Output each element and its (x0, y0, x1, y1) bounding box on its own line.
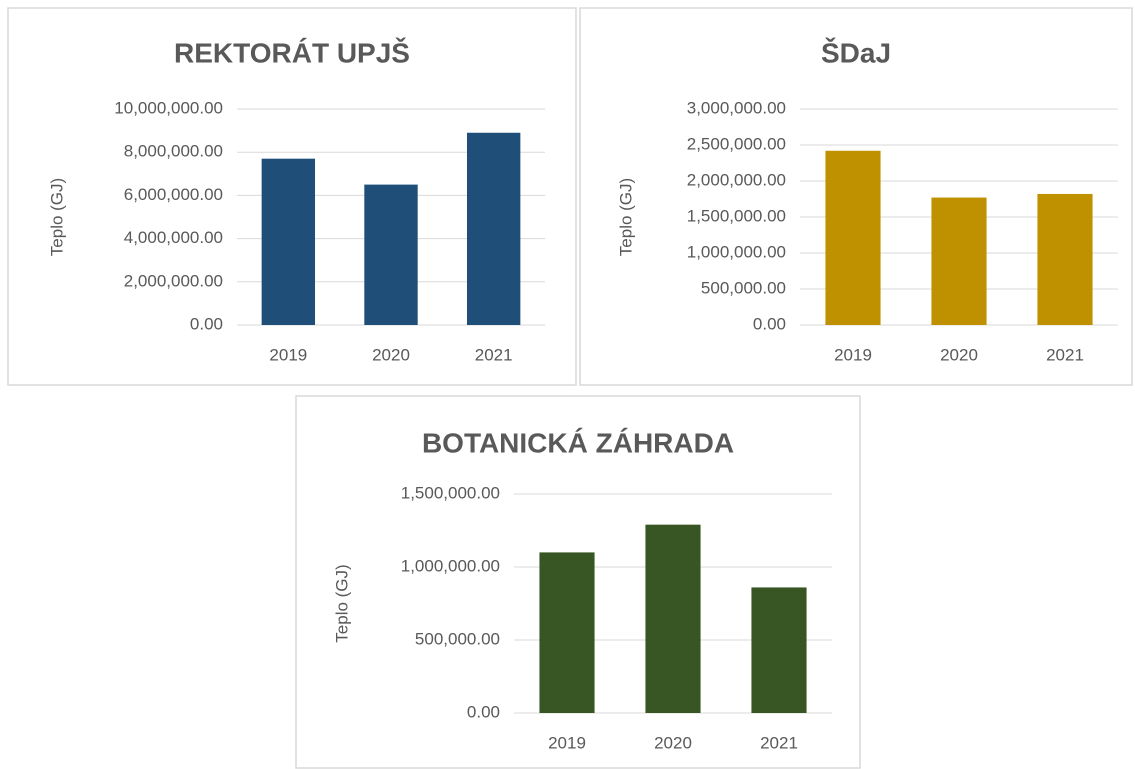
y-tick-label: 500,000.00 (415, 629, 500, 648)
y-tick-label: 2,000,000.00 (687, 170, 786, 189)
y-tick-label: 1,000,000.00 (687, 242, 786, 261)
x-tick-label: 2019 (834, 345, 872, 364)
bar (261, 158, 316, 325)
chart-title: ŠDaJ (821, 36, 891, 68)
y-tick-label: 4,000,000.00 (124, 228, 223, 247)
x-tick-label: 2020 (654, 733, 692, 752)
y-tick-label: 1,500,000.00 (687, 206, 786, 225)
y-axis-title: Teplo (GJ) (616, 178, 635, 256)
bar (539, 552, 595, 713)
chart-title: BOTANICKÁ ZÁHRADA (422, 427, 734, 458)
y-tick-label: 0.00 (753, 314, 786, 333)
chart-panel: REKTORÁT UPJŠ Teplo (GJ) 0.00 2,000,000.00 4… (7, 7, 577, 386)
chart-panel: ŠDaJ Teplo (GJ) 0.00 500,000.00 1,000,000.00… (579, 7, 1133, 386)
y-tick-label: 8,000,000.00 (124, 142, 223, 161)
y-axis-title: Teplo (GJ) (47, 178, 66, 256)
bar (825, 150, 881, 325)
x-tick-label: 2021 (475, 345, 513, 364)
bar (645, 524, 701, 713)
y-tick-label: 2,000,000.00 (124, 271, 223, 290)
y-tick-label: 2,500,000.00 (687, 134, 786, 153)
x-tick-label: 2021 (1046, 345, 1084, 364)
x-tick-label: 2020 (372, 345, 410, 364)
y-tick-label: 10,000,000.00 (114, 98, 223, 117)
y-tick-label: 0.00 (467, 702, 500, 721)
x-tick-label: 2020 (940, 345, 978, 364)
y-tick-label: 1,000,000.00 (401, 556, 500, 575)
x-tick-label: 2019 (269, 345, 307, 364)
bar (1037, 193, 1093, 325)
y-tick-label: 1,500,000.00 (401, 483, 500, 502)
y-tick-label: 3,000,000.00 (687, 98, 786, 117)
bar (466, 132, 521, 325)
y-tick-label: 6,000,000.00 (124, 185, 223, 204)
bar (931, 197, 987, 325)
x-tick-label: 2021 (760, 733, 798, 752)
bar (364, 184, 418, 325)
bar (751, 587, 807, 713)
chart-title: REKTORÁT UPJŠ (174, 36, 410, 68)
chart-panel: BOTANICKÁ ZÁHRADA Teplo (GJ) 0.00 500,000.0… (295, 395, 861, 769)
y-tick-label: 500,000.00 (701, 278, 786, 297)
y-axis-title: Teplo (GJ) (332, 564, 351, 642)
y-tick-label: 0.00 (190, 314, 223, 333)
x-tick-label: 2019 (548, 733, 586, 752)
